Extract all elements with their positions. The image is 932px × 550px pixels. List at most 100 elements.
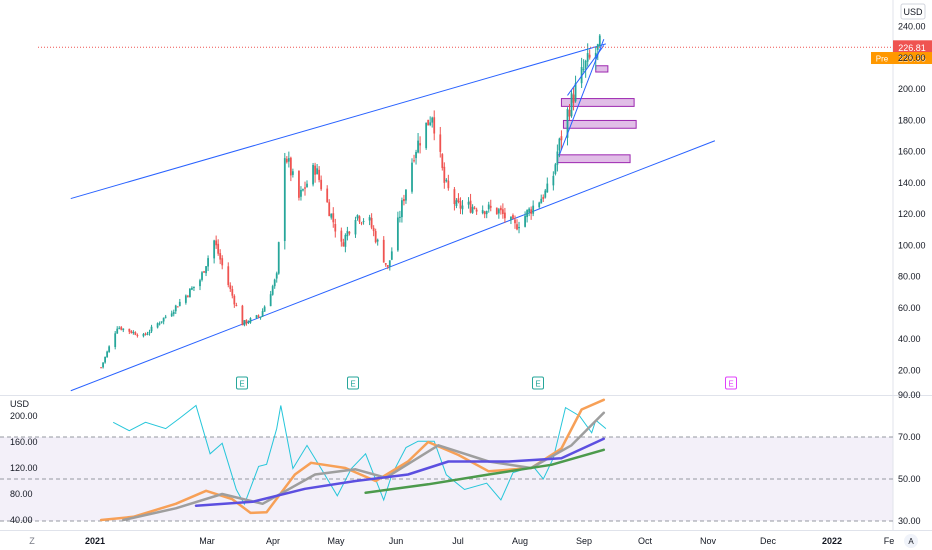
candle-body <box>221 258 224 266</box>
auto-scale-button[interactable] <box>904 534 918 548</box>
time-tick-label[interactable]: Aug <box>512 536 528 546</box>
candle-body <box>501 209 504 214</box>
candle-body <box>411 162 413 192</box>
candle-body <box>229 285 232 289</box>
time-tick-label[interactable]: Sep <box>576 536 592 546</box>
candle-body <box>485 211 488 215</box>
candle-body <box>368 217 371 221</box>
candle-body <box>156 323 159 328</box>
candle-body <box>132 331 135 334</box>
candle-body <box>566 109 569 138</box>
earnings-marker[interactable] <box>347 376 359 390</box>
price-tick-label: 100.00 <box>898 240 926 250</box>
candle-body <box>219 253 222 260</box>
candle-body <box>441 154 444 168</box>
candle-body <box>128 328 131 332</box>
candle-body <box>427 119 430 126</box>
candle-body <box>376 239 379 242</box>
channel-upper-line[interactable] <box>70 43 606 200</box>
zone-box[interactable] <box>560 98 635 107</box>
candle-body <box>467 201 470 205</box>
candle-body <box>524 215 526 227</box>
time-tick-label[interactable]: 2021 <box>85 536 105 546</box>
candle-body <box>403 199 405 202</box>
candle-body <box>556 151 559 165</box>
zone-box[interactable] <box>595 65 609 73</box>
candle-body <box>146 333 149 335</box>
moving-average-line-2 <box>122 411 606 522</box>
price-tick-label: 20.00 <box>898 365 921 375</box>
candle-body <box>538 202 541 208</box>
candle-body <box>176 306 179 308</box>
candle-body <box>174 305 177 312</box>
indicator-left-tick-label: 120.00 <box>10 463 38 473</box>
time-tick-label[interactable]: Oct <box>638 536 653 546</box>
candle-body <box>215 240 218 246</box>
candle-body <box>312 164 314 185</box>
earnings-marker[interactable] <box>236 376 248 390</box>
candle-body <box>150 326 153 332</box>
earnings-marker-label[interactable]: E <box>535 380 540 389</box>
time-tick-label[interactable]: Jun <box>389 536 404 546</box>
candle-body <box>542 196 545 200</box>
candle-body <box>298 170 300 198</box>
wedge-lines <box>558 39 605 156</box>
rsi-axis-tick-label: 50.00 <box>898 474 921 484</box>
time-tick-label[interactable]: Jul <box>452 536 464 546</box>
candle-body <box>249 318 252 323</box>
currency-tag[interactable]: USD <box>903 7 923 17</box>
earnings-marker-label[interactable]: E <box>350 380 355 389</box>
zone-box[interactable] <box>562 119 637 129</box>
wedge-line[interactable] <box>558 39 605 156</box>
zone-box[interactable] <box>556 154 631 164</box>
candle-body <box>330 213 333 218</box>
candle-body <box>271 286 274 295</box>
moving-average-line-4 <box>364 448 606 494</box>
earnings-marker-label[interactable]: E <box>239 380 244 389</box>
timezone-toggle[interactable]: Z <box>29 536 35 546</box>
candle-body <box>178 301 181 306</box>
channel-lower-line[interactable] <box>70 140 716 392</box>
earnings-marker[interactable] <box>725 376 737 390</box>
candle-body <box>316 168 319 175</box>
candle-body <box>512 215 514 219</box>
candle-body <box>255 315 258 319</box>
candle-body <box>481 210 484 214</box>
price-tick-label: 40.00 <box>898 334 921 344</box>
candle-body <box>235 305 238 307</box>
candle-body <box>118 327 121 329</box>
time-tick-label[interactable]: 2022 <box>822 536 842 546</box>
time-tick-label[interactable]: Mar <box>199 536 215 546</box>
candle-body <box>164 316 167 318</box>
candle-body <box>532 205 535 214</box>
candle-body <box>384 263 387 265</box>
rsi-band-lines <box>0 436 893 522</box>
candle-body <box>471 206 474 213</box>
candle-body <box>453 189 456 205</box>
axes[interactable]: 240.00 220.00 200.00 180.00 160.00 140.00 120.… <box>10 22 926 546</box>
candle-body <box>227 266 230 286</box>
time-tick-label[interactable]: Apr <box>266 536 280 546</box>
time-tick-label[interactable]: Nov <box>700 536 717 546</box>
auto-scale-label[interactable]: A <box>908 537 914 546</box>
time-tick-label[interactable]: Fe <box>884 536 895 546</box>
candle-body <box>530 209 533 214</box>
candle-body <box>499 207 502 211</box>
candle-body <box>283 158 286 242</box>
premarket-price-label: 226.36 <box>898 54 926 64</box>
candle-body <box>320 179 323 190</box>
earnings-marker-label[interactable]: E <box>728 380 733 389</box>
candle-body <box>401 200 403 218</box>
candle-body <box>495 207 498 215</box>
candle-body <box>544 190 547 198</box>
candle-body <box>461 205 464 210</box>
candle-body <box>104 356 106 363</box>
time-tick-label[interactable]: Dec <box>760 536 777 546</box>
wedge-line[interactable] <box>567 45 605 96</box>
candle-body <box>217 243 220 254</box>
candle-body <box>584 60 587 69</box>
time-tick-label[interactable]: May <box>327 536 345 546</box>
candle-body <box>213 240 216 259</box>
earnings-marker[interactable] <box>532 376 544 390</box>
